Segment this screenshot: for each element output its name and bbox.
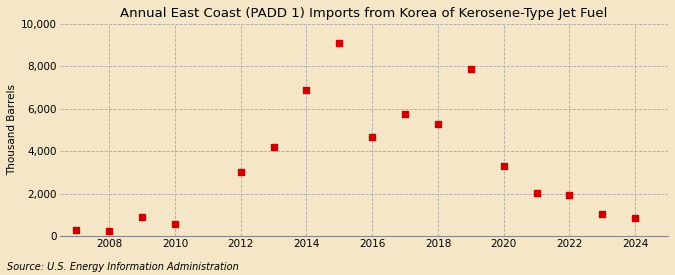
Point — [433, 121, 443, 126]
Point — [564, 192, 575, 197]
Point — [498, 164, 509, 168]
Y-axis label: Thousand Barrels: Thousand Barrels — [7, 84, 17, 175]
Point — [104, 229, 115, 233]
Point — [400, 112, 410, 116]
Point — [301, 87, 312, 92]
Point — [531, 190, 542, 195]
Point — [268, 145, 279, 149]
Point — [169, 222, 180, 227]
Title: Annual East Coast (PADD 1) Imports from Korea of Kerosene-Type Jet Fuel: Annual East Coast (PADD 1) Imports from … — [120, 7, 608, 20]
Point — [236, 170, 246, 175]
Point — [334, 41, 345, 45]
Point — [71, 227, 82, 232]
Point — [136, 215, 147, 219]
Point — [367, 135, 377, 140]
Point — [630, 216, 641, 220]
Point — [465, 67, 476, 72]
Point — [597, 211, 608, 216]
Text: Source: U.S. Energy Information Administration: Source: U.S. Energy Information Administ… — [7, 262, 238, 272]
